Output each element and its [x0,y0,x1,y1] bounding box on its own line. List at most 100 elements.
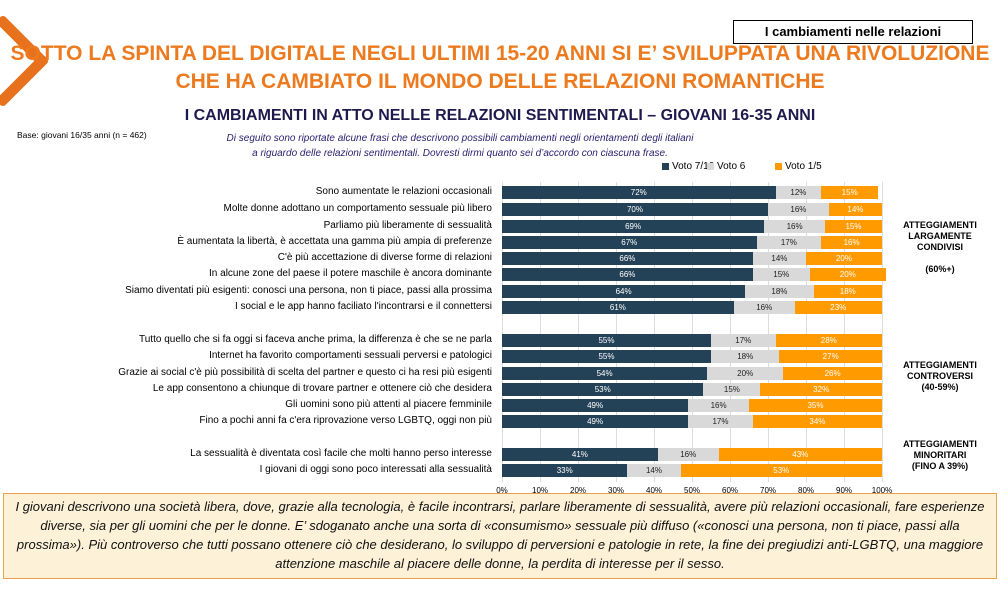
category-label: Sono aumentate le relazioni occasionali [315,186,492,197]
bar-segment-3: 20% [809,268,886,281]
bar-segment-1: 49% [502,399,689,412]
legend-item-3: Voto 1/5 [775,161,822,172]
bar-segment-3: 35% [749,399,882,412]
category-label: La sessualità è diventata così facile ch… [190,448,492,459]
bar-segment-2: 18% [711,350,780,363]
bar-segment-1: 70% [502,203,768,216]
category-label: Siamo diventati più esigenti: conosci un… [125,285,492,296]
bar-segment-2: 18% [745,285,814,298]
category-label: Le app consentono a chiunque di trovare … [152,383,492,394]
bar-segment-3: 16% [821,236,882,249]
category-label: C'è più accettazione di diverse forme di… [277,252,492,263]
gridline [654,182,655,482]
legend-swatch [662,163,669,170]
bar-segment-2: 16% [688,399,749,412]
gridline [540,182,541,482]
bar-segment-1: 54% [502,367,708,380]
bar-segment-3: 34% [752,415,882,428]
bar-segment-3: 15% [825,220,882,233]
category-label: I giovani di oggi sono poco interessati … [259,464,492,475]
category-label: Parliamo più liberamente di sessualità [323,220,492,231]
section-tag: I cambiamenti nelle relazioni [733,20,973,44]
x-tick-label: 0% [496,486,508,495]
category-label: I social e le app hanno faciliato l'inco… [234,301,492,312]
bar-segment-1: 55% [502,334,711,347]
bar-segment-2: 20% [707,367,784,380]
bar-segment-2: 16% [768,203,829,216]
group-label-1: ATTEGGIAMENTI LARGAMENTE CONDIVISI (60%+… [890,220,990,275]
x-tick-label: 100% [871,486,893,495]
category-label: Internet ha favorito comportamenti sessu… [209,350,492,361]
gridline [730,182,731,482]
bar-segment-3: 14% [828,203,882,216]
bar-segment-3: 53% [680,464,882,477]
legend-label: Voto 1/5 [785,161,822,172]
x-tick-label: 90% [835,486,853,495]
x-tick-label: 80% [797,486,815,495]
bar-segment-3: 32% [760,383,882,396]
category-label: Grazie ai social c'è più possibilità di … [118,367,492,378]
gridline [844,182,845,482]
group-label-line: (FINO A 39%) [911,461,969,471]
legend-swatch [775,163,782,170]
x-tick-label: 30% [607,486,625,495]
bar-segment-2: 12% [775,186,822,199]
legend-item-1: Voto 7/10 [662,161,714,172]
legend-item-2: Voto 6 [707,161,745,172]
legend-label: Voto 7/10 [672,161,715,172]
bar-segment-1: 67% [502,236,757,249]
bar-segment-1: 61% [502,301,734,314]
bar-segment-2: 14% [627,464,681,477]
category-label: Tutto quello che si fa oggi si faceva an… [139,334,492,345]
bar-segment-3: 26% [783,367,882,380]
gridline [502,182,503,482]
bar-segment-2: 15% [703,383,761,396]
intro-line-1: Di seguito sono riportate alcune frasi c… [226,133,694,144]
bar-segment-2: 16% [733,301,795,314]
bar-segment-1: 66% [502,268,753,281]
bar-segment-2: 14% [752,252,806,265]
bar-segment-1: 55% [502,350,711,363]
intro-line-2: a riguardo delle relazioni sentimentali.… [252,148,668,159]
title-line-2: CHE HA CAMBIATO IL MONDO DELLE RELAZIONI… [175,70,825,93]
category-label: È aumentata la libertà, è accettata una … [177,236,492,247]
summary-note: I giovani descrivono una società libera,… [3,493,997,579]
bar-segment-1: 41% [502,448,658,461]
x-tick-label: 10% [531,486,549,495]
x-tick-label: 60% [721,486,739,495]
x-tick-label: 70% [759,486,777,495]
bar-segment-2: 17% [688,415,753,428]
bar-segment-1: 53% [502,383,704,396]
group-label-line: ATTEGGIAMENTI [903,220,977,230]
gridline [806,182,807,482]
group-label-line: MINORITARI [913,450,967,460]
group-label-3: ATTEGGIAMENTI MINORITARI (FINO A 39%) [890,439,990,472]
group-label-line: (40-59%) [921,382,959,392]
bar-segment-2: 16% [764,220,825,233]
legend-swatch [707,163,714,170]
gridline [768,182,769,482]
gridline [692,182,693,482]
category-label: Molte donne adottano un comportamento se… [223,203,492,214]
legend-label: Voto 6 [717,161,746,172]
gridline [616,182,617,482]
x-tick-label: 50% [683,486,701,495]
title-line-1: SOTTO LA SPINTA DEL DIGITALE NEGLI ULTIM… [10,42,990,65]
bar-segment-3: 20% [806,252,882,265]
group-label-line: (60%+) [925,264,955,274]
group-label-line: LARGAMENTE [908,231,972,241]
x-tick-label: 20% [569,486,587,495]
category-label: Fino a pochi anni fa c'era riprovazione … [199,415,492,426]
bar-segment-3: 43% [718,448,882,461]
bar-segment-1: 49% [502,415,689,428]
category-label: In alcune zone del paese il potere masch… [209,268,492,279]
bar-segment-3: 18% [813,285,882,298]
base-note: Base: giovani 16/35 anni (n = 462) [17,130,147,140]
bar-segment-2: 17% [756,236,822,249]
gridline [882,182,883,482]
bar-segment-2: 16% [657,448,719,461]
group-label-line: ATTEGGIAMENTI [903,360,977,370]
bar-segment-3: 15% [821,186,879,199]
category-label: Gli uomini sono più attenti al piacere f… [285,399,492,410]
